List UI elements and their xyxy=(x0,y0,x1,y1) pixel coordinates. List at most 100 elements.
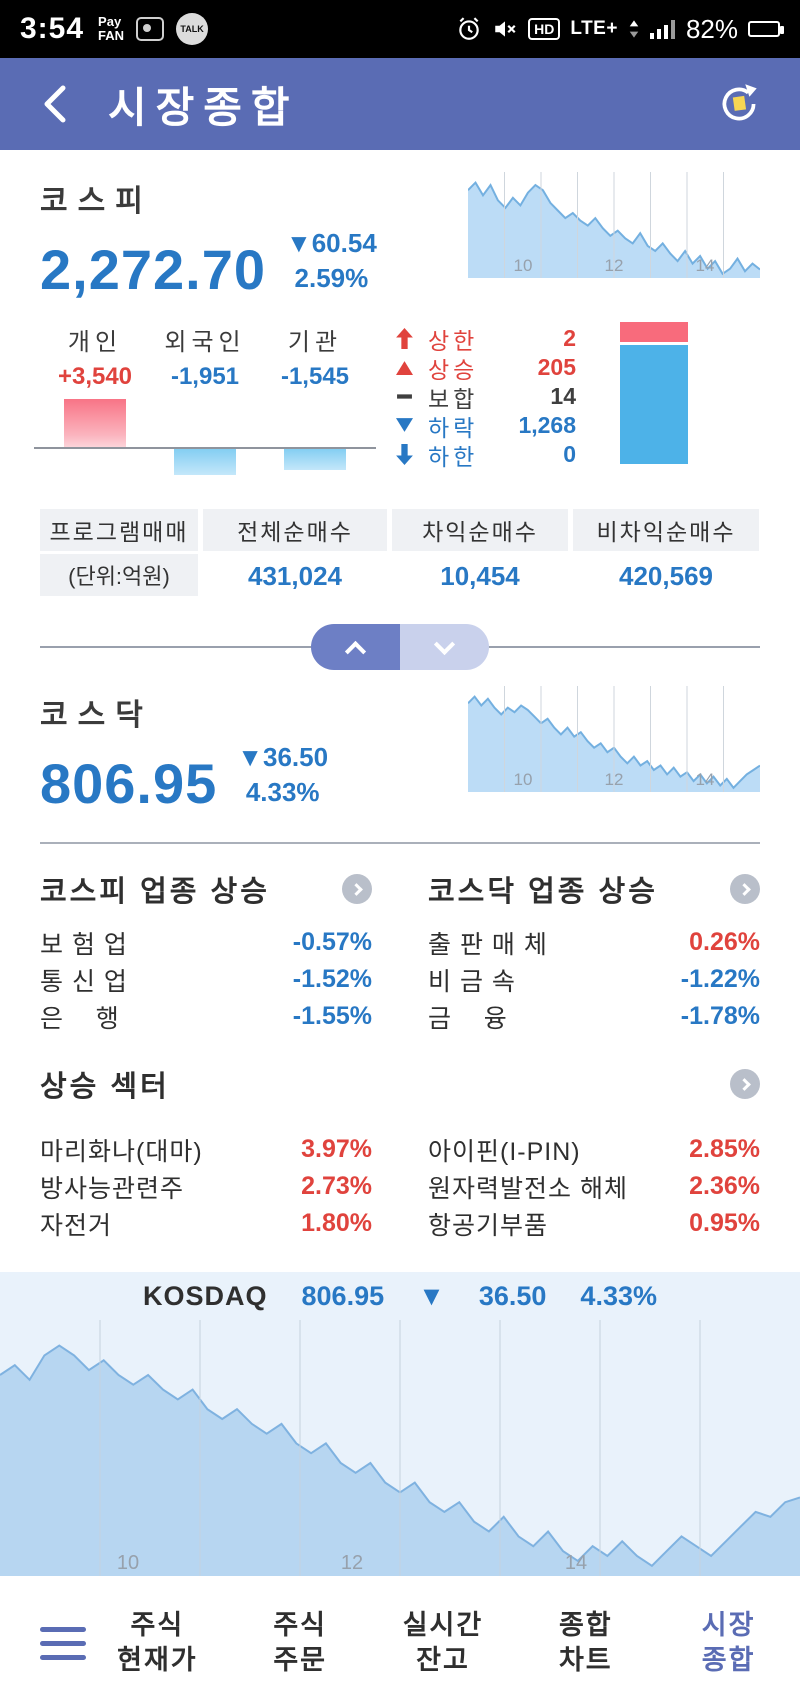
collapse-up-button[interactable] xyxy=(311,624,400,671)
section-toggle xyxy=(0,624,800,671)
bottom-nav: 주식 현재가 주식 주문 실시간 잔고 종합 차트 시장 종합 xyxy=(0,1592,800,1689)
chevron-right-icon xyxy=(349,883,363,896)
advancers-segment xyxy=(620,322,688,342)
svg-text:12: 12 xyxy=(605,256,624,275)
kospi-sector-more-button[interactable] xyxy=(342,874,372,905)
limit-down-arrow-icon xyxy=(396,444,413,466)
svg-text:14: 14 xyxy=(565,1552,587,1574)
samsung-pay-fan-icon: Pay FAN xyxy=(98,13,125,43)
nav-item-composite-chart[interactable]: 종합 차트 xyxy=(558,1610,613,1676)
program-trading-table: 프로그램매매 전체순매수 차익순매수 비차익순매수 (단위:억원) 431,02… xyxy=(40,509,760,598)
kakaotalk-icon: TALK xyxy=(176,13,209,45)
down-triangle-icon: ▼ xyxy=(418,1280,445,1311)
unit-label: (단위:억원) xyxy=(40,554,198,597)
svg-text:12: 12 xyxy=(341,1552,363,1574)
battery-icon xyxy=(748,21,784,37)
chart-index-name: KOSDAQ xyxy=(143,1280,268,1311)
non-arbitrage-net-buy-value: 420,569 xyxy=(619,560,713,591)
app-header: 시장종합 xyxy=(0,58,800,150)
kosdaq-section: 코스닥 806.95 ▼36.50 4.33% 10 12 14 xyxy=(40,686,761,816)
kospi-sector-column: 코스피 업종 상승 보 험 업 -0.57% 통 신 업 -1.52% 은 행 -1.… xyxy=(40,868,372,1035)
axis-line xyxy=(34,447,376,450)
rising-sector-more-button[interactable] xyxy=(730,1069,760,1100)
investor-bar-chart xyxy=(34,395,376,483)
clock: 3:54 xyxy=(20,12,85,45)
investor-foreign: 외국인 -1,951 xyxy=(164,329,246,391)
investor-bar-down xyxy=(284,449,346,471)
alarm-icon xyxy=(459,17,479,40)
chevron-right-icon xyxy=(737,1078,751,1091)
sector-row: 방사능관련주 2.73% xyxy=(40,1172,372,1203)
svg-text:10: 10 xyxy=(514,256,533,275)
column-header: 전체순매수 xyxy=(203,509,387,552)
sector-row: 비 금 속 -1.22% xyxy=(428,965,760,996)
chart-index-change: 36.50 xyxy=(478,1280,547,1311)
svg-text:10: 10 xyxy=(117,1552,139,1574)
fall-row: 하락 1,268 xyxy=(396,411,576,441)
kosdaq-change-percent: 4.33% xyxy=(245,777,320,808)
network-type-label: LTE+ xyxy=(570,18,618,39)
flat-row: 보합 14 xyxy=(396,382,576,412)
expand-down-button[interactable] xyxy=(400,624,489,671)
page-title: 시장종합 xyxy=(108,83,299,131)
refresh-button[interactable] xyxy=(712,77,766,131)
chevron-right-icon xyxy=(737,883,751,896)
limit-up-arrow-icon xyxy=(396,328,413,350)
nav-item-realtime-balance[interactable]: 실시간 잔고 xyxy=(402,1610,484,1676)
advance-decline-stacked-bar xyxy=(620,322,688,465)
advance-decline-list: 상한 2 상승 205 보합 14 하락 1,268 하한 0 xyxy=(396,324,576,483)
rising-sector-section: 상승 섹터 마리화나(대마) 3.97% 방사능관련주 2.73% 자전거 1.80%… xyxy=(40,1063,760,1242)
hd-voice-icon: HD xyxy=(528,18,561,40)
battery-percent: 82% xyxy=(685,13,738,44)
investor-section: 개인 +3,540 외국인 -1,951 기관 -1,545 xyxy=(34,322,760,483)
mute-icon xyxy=(495,21,516,37)
kospi-sector-title: 코스피 업종 상승 xyxy=(40,876,270,909)
column-header: 비차익순매수 xyxy=(573,509,759,552)
kospi-intraday-chart: 10 12 14 xyxy=(467,172,761,278)
chart-index-change-percent: 4.33% xyxy=(580,1280,657,1311)
divider xyxy=(40,842,760,845)
kospi-change-percent: 2.59% xyxy=(294,263,369,294)
svg-text:12: 12 xyxy=(605,770,624,789)
menu-button[interactable] xyxy=(40,1626,86,1660)
sector-row: 출 판 매 체 0.26% xyxy=(428,928,760,959)
nav-item-stock-order[interactable]: 주식 주문 xyxy=(273,1610,328,1676)
kosdaq-sector-column: 코스닥 업종 상승 출 판 매 체 0.26% 비 금 속 -1.22% 금 융 -1… xyxy=(428,868,760,1035)
investor-bar-up xyxy=(64,399,126,448)
kosdaq-change: ▼36.50 xyxy=(237,742,329,773)
investor-institution: 기관 -1,545 xyxy=(280,329,350,391)
kosdaq-sector-more-button[interactable] xyxy=(730,874,760,905)
sector-row: 금 융 -1.78% xyxy=(428,1002,760,1033)
kospi-change: ▼60.54 xyxy=(285,228,377,258)
investor-bar-down xyxy=(174,449,236,476)
limit-up-row: 상한 2 xyxy=(396,324,576,354)
kosdaq-value: 806.95 xyxy=(40,752,218,816)
svg-text:10: 10 xyxy=(514,770,533,789)
sector-row: 아이핀(I-PIN) 2.85% xyxy=(428,1135,760,1166)
sector-row: 항공기부품 0.95% xyxy=(428,1209,760,1240)
status-icons: HD LTE+ 82% xyxy=(456,13,784,45)
status-bar: 3:54 Pay FAN TALK HD LTE+ 82% xyxy=(0,0,800,58)
kospi-section: 코스피 2,272.70 ▼60.54 2.59% 10 12 14 xyxy=(40,172,761,302)
rising-sector-title: 상승 섹터 xyxy=(40,1071,170,1104)
back-button[interactable] xyxy=(34,82,74,126)
flat-dash-icon xyxy=(397,394,412,399)
sector-row: 보 험 업 -0.57% xyxy=(40,928,372,959)
investor-individual: 개인 +3,540 xyxy=(57,329,133,391)
column-header: 차익순매수 xyxy=(392,509,568,552)
kosdaq-main-chart: 10 12 14 xyxy=(0,1320,800,1577)
svg-text:14: 14 xyxy=(696,256,715,275)
signal-bars-icon xyxy=(649,20,675,39)
rise-row: 상승 205 xyxy=(396,353,576,383)
refresh-icon xyxy=(722,84,757,121)
nav-item-market-summary[interactable]: 시장 종합 xyxy=(701,1610,756,1676)
kosdaq-chart-header: KOSDAQ 806.95 ▼ 36.50 4.33% xyxy=(0,1272,800,1320)
kosdaq-intraday-chart: 10 12 14 xyxy=(467,686,761,793)
back-chevron-icon xyxy=(44,85,66,123)
chevron-down-icon xyxy=(433,633,456,655)
table-title: 프로그램매매 xyxy=(40,509,198,552)
total-net-buy-value: 431,024 xyxy=(248,560,342,591)
nav-item-stock-quote[interactable]: 주식 현재가 xyxy=(117,1610,198,1676)
rise-triangle-icon xyxy=(396,361,413,376)
